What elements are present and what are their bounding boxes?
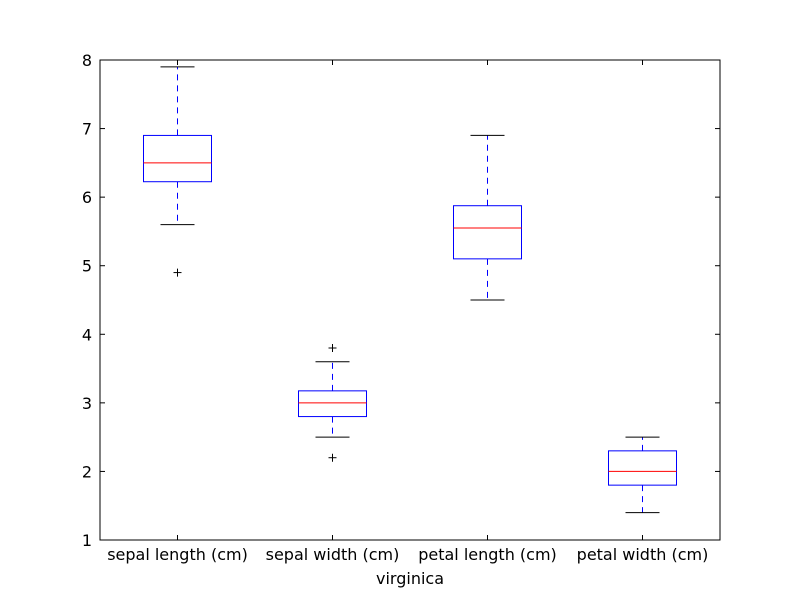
y-tick-label: 5 xyxy=(82,257,92,276)
box-group xyxy=(453,134,522,301)
x-tick-label: sepal width (cm) xyxy=(266,545,400,564)
y-tick-label: 1 xyxy=(82,531,92,550)
y-tick-label: 3 xyxy=(82,394,92,413)
y-tick-label: 8 xyxy=(82,51,92,70)
iqr-box xyxy=(608,450,677,486)
iqr-box xyxy=(453,205,522,260)
axes-frame xyxy=(99,59,721,541)
iqr-box xyxy=(298,390,367,418)
x-tick-label: petal width (cm) xyxy=(577,545,709,564)
outlier-point xyxy=(328,344,337,352)
box-group xyxy=(608,436,677,514)
y-axis: 1 2 3 4 5 6 7 8 xyxy=(82,51,720,550)
y-tick-label: 4 xyxy=(82,325,92,344)
x-tick-label: petal length (cm) xyxy=(418,545,557,564)
outlier-point xyxy=(328,453,337,462)
plot-area xyxy=(143,66,677,514)
iqr-box xyxy=(143,134,212,183)
box-group xyxy=(143,66,212,277)
y-tick-label: 2 xyxy=(82,462,92,481)
x-axis: sepal length (cm) sepal width (cm) petal l… xyxy=(107,60,708,564)
outlier-point xyxy=(173,268,182,277)
x-axis-label: virginica xyxy=(376,569,444,588)
y-tick-label: 7 xyxy=(82,120,92,139)
x-tick-label: sepal length (cm) xyxy=(107,545,248,564)
y-tick-label: 6 xyxy=(82,188,92,207)
box-group xyxy=(298,344,367,462)
